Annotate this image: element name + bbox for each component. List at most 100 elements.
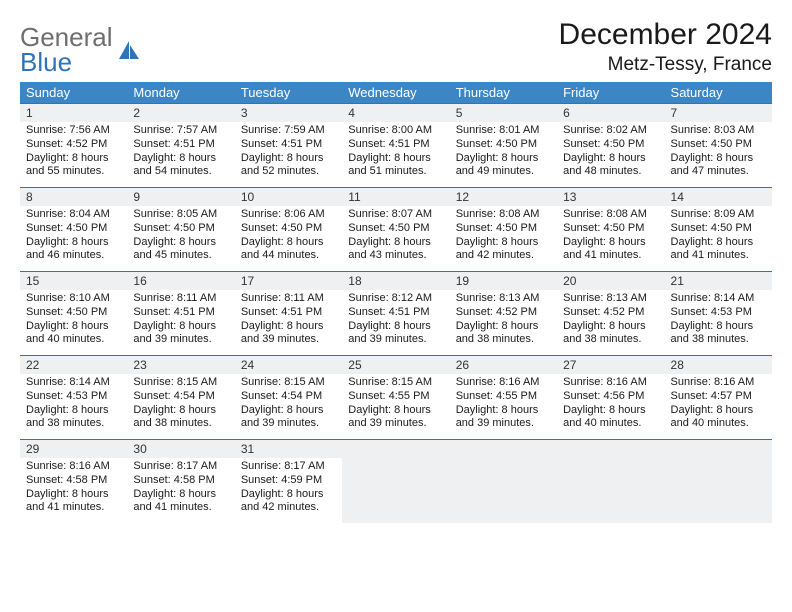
day-info-cell: Sunrise: 8:10 AMSunset: 4:50 PMDaylight:… xyxy=(20,290,127,356)
day-number-cell: 22 xyxy=(20,356,127,375)
weekday-header: Sunday xyxy=(20,82,127,104)
day-number: 16 xyxy=(133,274,146,288)
daylight-text: Daylight: 8 hours and 41 minutes. xyxy=(671,236,766,264)
sunset-text: Sunset: 4:51 PM xyxy=(241,306,336,320)
daylight-text: Daylight: 8 hours and 39 minutes. xyxy=(348,320,443,348)
daylight-text: Daylight: 8 hours and 46 minutes. xyxy=(26,236,121,264)
sunrise-text: Sunrise: 8:17 AM xyxy=(133,460,228,474)
daynum-row: 1234567 xyxy=(20,104,772,123)
sunset-text: Sunset: 4:50 PM xyxy=(26,306,121,320)
day-number-cell: 25 xyxy=(342,356,449,375)
daylight-text: Daylight: 8 hours and 42 minutes. xyxy=(456,236,551,264)
sunrise-text: Sunrise: 8:14 AM xyxy=(26,376,121,390)
day-number: 18 xyxy=(348,274,361,288)
weekday-header: Wednesday xyxy=(342,82,449,104)
day-info-cell: Sunrise: 8:14 AMSunset: 4:53 PMDaylight:… xyxy=(665,290,772,356)
day-number-cell xyxy=(450,440,557,459)
day-info-cell: Sunrise: 8:13 AMSunset: 4:52 PMDaylight:… xyxy=(557,290,664,356)
day-info-cell: Sunrise: 7:57 AMSunset: 4:51 PMDaylight:… xyxy=(127,122,234,188)
day-number-cell: 16 xyxy=(127,272,234,291)
daylight-text: Daylight: 8 hours and 40 minutes. xyxy=(563,404,658,432)
daynum-row: 15161718192021 xyxy=(20,272,772,291)
sunset-text: Sunset: 4:51 PM xyxy=(348,306,443,320)
day-number-cell: 10 xyxy=(235,188,342,207)
day-number-cell: 13 xyxy=(557,188,664,207)
day-info-cell: Sunrise: 8:16 AMSunset: 4:55 PMDaylight:… xyxy=(450,374,557,440)
day-number-cell: 7 xyxy=(665,104,772,123)
day-number-cell: 9 xyxy=(127,188,234,207)
day-number-cell: 24 xyxy=(235,356,342,375)
daylight-text: Daylight: 8 hours and 38 minutes. xyxy=(563,320,658,348)
sunset-text: Sunset: 4:54 PM xyxy=(133,390,228,404)
day-number: 1 xyxy=(26,106,33,120)
sunrise-text: Sunrise: 8:02 AM xyxy=(563,124,658,138)
sail-icon xyxy=(117,39,141,63)
sunrise-text: Sunrise: 8:15 AM xyxy=(241,376,336,390)
daylight-text: Daylight: 8 hours and 38 minutes. xyxy=(26,404,121,432)
sunrise-text: Sunrise: 8:13 AM xyxy=(456,292,551,306)
day-number-cell xyxy=(342,440,449,459)
daylight-text: Daylight: 8 hours and 52 minutes. xyxy=(241,152,336,180)
day-number: 30 xyxy=(133,442,146,456)
daylight-text: Daylight: 8 hours and 55 minutes. xyxy=(26,152,121,180)
day-info-cell: Sunrise: 8:12 AMSunset: 4:51 PMDaylight:… xyxy=(342,290,449,356)
sunset-text: Sunset: 4:50 PM xyxy=(241,222,336,236)
day-number-cell xyxy=(557,440,664,459)
day-info-cell: Sunrise: 8:16 AMSunset: 4:58 PMDaylight:… xyxy=(20,458,127,523)
day-info-cell: Sunrise: 8:14 AMSunset: 4:53 PMDaylight:… xyxy=(20,374,127,440)
sunset-text: Sunset: 4:50 PM xyxy=(133,222,228,236)
day-number-cell: 31 xyxy=(235,440,342,459)
day-info-cell: Sunrise: 7:56 AMSunset: 4:52 PMDaylight:… xyxy=(20,122,127,188)
day-info-cell: Sunrise: 8:07 AMSunset: 4:50 PMDaylight:… xyxy=(342,206,449,272)
daylight-text: Daylight: 8 hours and 54 minutes. xyxy=(133,152,228,180)
day-number: 27 xyxy=(563,358,576,372)
daylight-text: Daylight: 8 hours and 42 minutes. xyxy=(241,488,336,516)
page-header: General Blue December 2024 Metz-Tessy, F… xyxy=(20,18,772,76)
day-number-cell: 14 xyxy=(665,188,772,207)
day-number: 5 xyxy=(456,106,463,120)
day-info-cell: Sunrise: 8:02 AMSunset: 4:50 PMDaylight:… xyxy=(557,122,664,188)
sunrise-text: Sunrise: 8:08 AM xyxy=(456,208,551,222)
sunset-text: Sunset: 4:58 PM xyxy=(26,474,121,488)
sunrise-text: Sunrise: 7:57 AM xyxy=(133,124,228,138)
daylight-text: Daylight: 8 hours and 38 minutes. xyxy=(671,320,766,348)
sunset-text: Sunset: 4:50 PM xyxy=(456,222,551,236)
sunrise-text: Sunrise: 8:12 AM xyxy=(348,292,443,306)
day-number-cell: 3 xyxy=(235,104,342,123)
day-info-cell: Sunrise: 8:17 AMSunset: 4:59 PMDaylight:… xyxy=(235,458,342,523)
info-row: Sunrise: 8:04 AMSunset: 4:50 PMDaylight:… xyxy=(20,206,772,272)
sunrise-text: Sunrise: 8:15 AM xyxy=(133,376,228,390)
sunrise-text: Sunrise: 8:16 AM xyxy=(671,376,766,390)
day-number-cell: 6 xyxy=(557,104,664,123)
day-info-cell: Sunrise: 8:15 AMSunset: 4:55 PMDaylight:… xyxy=(342,374,449,440)
daylight-text: Daylight: 8 hours and 41 minutes. xyxy=(563,236,658,264)
daylight-text: Daylight: 8 hours and 49 minutes. xyxy=(456,152,551,180)
day-info-cell xyxy=(557,458,664,523)
day-number: 20 xyxy=(563,274,576,288)
title-block: December 2024 Metz-Tessy, France xyxy=(559,18,772,76)
day-number: 17 xyxy=(241,274,254,288)
daylight-text: Daylight: 8 hours and 39 minutes. xyxy=(241,404,336,432)
daynum-row: 891011121314 xyxy=(20,188,772,207)
day-number: 28 xyxy=(671,358,684,372)
sunset-text: Sunset: 4:51 PM xyxy=(241,138,336,152)
weekday-header: Tuesday xyxy=(235,82,342,104)
day-number: 31 xyxy=(241,442,254,456)
sunset-text: Sunset: 4:50 PM xyxy=(671,222,766,236)
day-number-cell: 4 xyxy=(342,104,449,123)
weekday-header: Friday xyxy=(557,82,664,104)
day-number-cell: 20 xyxy=(557,272,664,291)
day-number-cell: 29 xyxy=(20,440,127,459)
sunset-text: Sunset: 4:51 PM xyxy=(133,306,228,320)
daylight-text: Daylight: 8 hours and 39 minutes. xyxy=(348,404,443,432)
day-number: 8 xyxy=(26,190,33,204)
day-number-cell: 15 xyxy=(20,272,127,291)
day-info-cell: Sunrise: 8:09 AMSunset: 4:50 PMDaylight:… xyxy=(665,206,772,272)
sunrise-text: Sunrise: 8:08 AM xyxy=(563,208,658,222)
daylight-text: Daylight: 8 hours and 44 minutes. xyxy=(241,236,336,264)
sunrise-text: Sunrise: 8:07 AM xyxy=(348,208,443,222)
day-number: 21 xyxy=(671,274,684,288)
weekday-header-row: Sunday Monday Tuesday Wednesday Thursday… xyxy=(20,82,772,104)
weekday-header: Saturday xyxy=(665,82,772,104)
day-info-cell: Sunrise: 8:16 AMSunset: 4:57 PMDaylight:… xyxy=(665,374,772,440)
